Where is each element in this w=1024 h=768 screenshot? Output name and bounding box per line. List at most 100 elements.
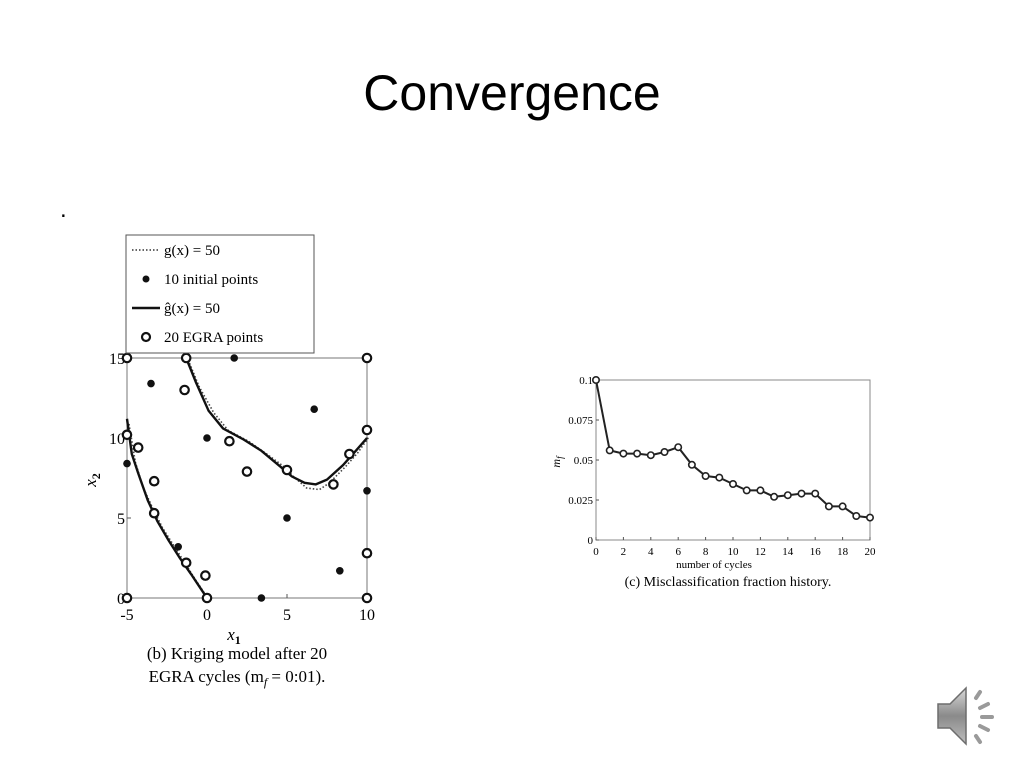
egra-point (180, 557, 192, 569)
cycles-tick-label: 4 (648, 546, 654, 558)
x2-tick-label: 10 (109, 431, 125, 448)
mf-data-point (591, 375, 600, 384)
mf-data-point (633, 449, 642, 458)
x2-tick-label: 15 (109, 351, 125, 368)
egra-point (132, 442, 144, 453)
initial-point (230, 354, 238, 362)
mf-data-point (852, 512, 861, 521)
egra-point (361, 592, 373, 604)
egra-point (328, 479, 339, 490)
x2-tick-label: 5 (117, 511, 125, 528)
mf-data-point (701, 472, 710, 481)
mf-data-point (687, 460, 696, 469)
egra-point (121, 429, 133, 441)
egra-point (224, 435, 235, 447)
initial-point (363, 487, 371, 495)
egra-point (344, 448, 355, 460)
kriging-axes-frame (126, 357, 368, 599)
mf-data-point (742, 486, 751, 495)
initial-point (310, 405, 318, 413)
x2-tick-label: 0 (117, 591, 125, 608)
egra-point (201, 592, 213, 604)
initial-point (147, 379, 155, 388)
mf-tick-label: 0.05 (574, 455, 594, 467)
x1-tick-label: 0 (203, 607, 211, 624)
x1-tick-label: 10 (359, 607, 375, 624)
egra-point (179, 384, 190, 396)
egra-point (281, 464, 293, 476)
cycles-tick-label: 10 (728, 546, 740, 558)
mf-tick-label: 0 (588, 535, 594, 547)
g-hat-contour (185, 357, 368, 486)
egra-point (361, 547, 373, 559)
mf-series-line (595, 379, 871, 519)
initial-point (283, 514, 291, 522)
mf-tick-label: 0.025 (568, 495, 593, 507)
misclassification-plot-area: 0 2 4 6 8 10 12 14 16 18 20 0 0.025 0.05 0.075 0.1 (568, 375, 876, 558)
egra-point (361, 424, 373, 436)
kriging-caption-line2: EGRA cycles (mf = 0:01). (149, 667, 326, 689)
initial-point (174, 543, 182, 551)
x1-tick-label: -5 (120, 607, 133, 624)
egra-point (148, 475, 160, 487)
mf-data-point (797, 489, 806, 498)
legend-initial-label: 10 initial points (164, 272, 258, 288)
slide-title: Convergence (363, 65, 661, 121)
mf-data-point (865, 513, 874, 522)
misclassification-caption: (c) Misclassification fraction history. (625, 575, 832, 590)
mf-data-point (715, 473, 724, 482)
legend-egra-label: 20 EGRA points (164, 330, 263, 346)
mf-data-point (619, 449, 628, 458)
mf-data-point (605, 446, 614, 455)
egra-point (241, 466, 253, 477)
x1-axis-label: x1 (226, 625, 241, 647)
mf-data-point (811, 489, 820, 498)
cycles-tick-label: 2 (621, 546, 627, 558)
cycles-tick-label: 6 (675, 546, 681, 558)
x2-axis-label: x2 (82, 473, 103, 488)
cycles-tick-label: 0 (593, 546, 599, 558)
egra-point (121, 592, 133, 604)
speaker-icon[interactable] (932, 680, 1004, 752)
g-hat-contour (125, 418, 208, 599)
initial-point (336, 567, 344, 575)
legend-initial-marker (142, 275, 150, 283)
egra-point (180, 352, 192, 364)
legend-egra-marker (140, 331, 152, 343)
legend-g-true-label: g(x) = 50 (164, 243, 220, 259)
mf-axis-label: mf (549, 455, 565, 468)
mf-data-point (838, 502, 847, 511)
cycles-tick-label: 8 (703, 546, 709, 558)
x1-tick-label: 5 (283, 607, 291, 624)
cycles-tick-label: 18 (837, 546, 849, 558)
kriging-legend: g(x) = 50 10 initial points ĝ(x) = 50 20… (125, 234, 315, 354)
misclassification-axes-frame (595, 379, 871, 541)
cycles-tick-label: 14 (782, 546, 794, 558)
legend-g-hat-label: ĝ(x) = 50 (164, 301, 220, 317)
legend-box (125, 234, 315, 354)
mf-tick-label: 0.1 (579, 375, 593, 387)
egra-point (148, 507, 160, 519)
egra-point (361, 352, 373, 364)
initial-point (123, 459, 131, 468)
mf-data-point (783, 491, 792, 500)
egra-point (121, 352, 133, 364)
mf-data-point (646, 451, 655, 460)
cycles-tick-label: 20 (865, 546, 877, 558)
cycles-tick-label: 16 (810, 546, 822, 558)
mf-data-point (674, 443, 683, 452)
mf-data-point (770, 492, 779, 501)
misclassification-figure: 0 2 4 6 8 10 12 14 16 18 20 0 0.025 0.05 0.075 0.1 numb… (549, 375, 876, 590)
g-true-contour (187, 359, 370, 491)
kriging-caption-line1: (b) Kriging model after 20 (147, 644, 327, 663)
bullet-text: . (60, 196, 67, 223)
initial-point (203, 434, 211, 442)
mf-data-point (756, 486, 765, 495)
mf-tick-label: 0.075 (568, 415, 593, 427)
egra-point (200, 570, 211, 581)
cycles-tick-label: 12 (755, 546, 766, 558)
mf-data-point (660, 448, 669, 457)
mf-data-point (824, 502, 833, 511)
